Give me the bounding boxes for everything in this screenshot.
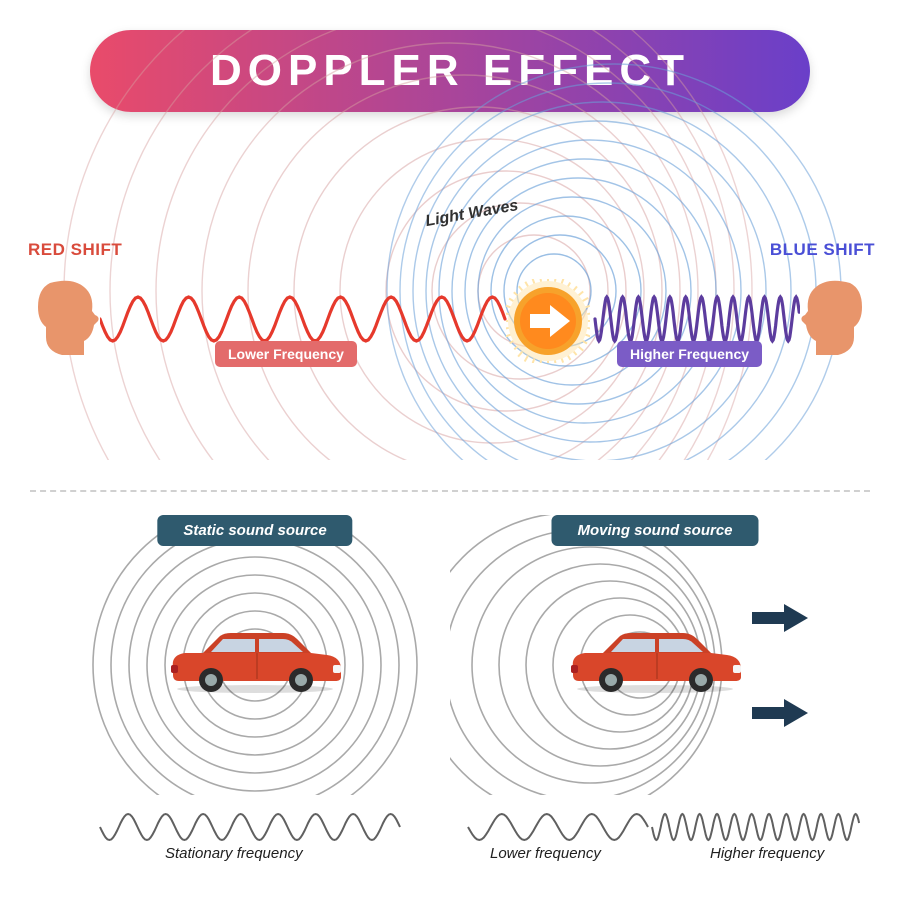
moving-car-icon — [565, 625, 745, 693]
red-shift-label: RED SHIFT — [28, 240, 122, 260]
higher-freq-caption: Higher frequency — [710, 845, 824, 862]
frequency-comparison-waves — [0, 805, 900, 875]
stationary-freq-caption: Stationary frequency — [165, 845, 303, 862]
moving-source-label: Moving sound source — [551, 515, 758, 546]
higher-frequency-badge: Higher Frequency — [617, 341, 762, 367]
blue-shift-label: BLUE SHIFT — [770, 240, 875, 260]
lower-frequency-badge: Lower Frequency — [215, 341, 357, 367]
moving-sound-panel: Moving sound source — [450, 515, 860, 795]
static-sound-panel: Static sound source — [50, 515, 460, 795]
motion-arrow-bottom — [750, 695, 810, 731]
sound-doppler-section: Static sound source Moving sound source … — [0, 505, 900, 885]
static-car-icon — [165, 625, 345, 693]
lower-freq-caption: Lower frequency — [490, 845, 601, 862]
motion-arrow-top — [750, 600, 810, 636]
observer-head-left — [32, 275, 100, 357]
light-doppler-section: RED SHIFT BLUE SHIFT Light Waves Lower F… — [0, 30, 900, 460]
sun-emitter-icon — [506, 279, 590, 363]
light-wave-circles — [0, 30, 900, 460]
static-source-label: Static sound source — [157, 515, 352, 546]
section-divider — [30, 490, 870, 492]
observer-head-right — [800, 275, 868, 357]
